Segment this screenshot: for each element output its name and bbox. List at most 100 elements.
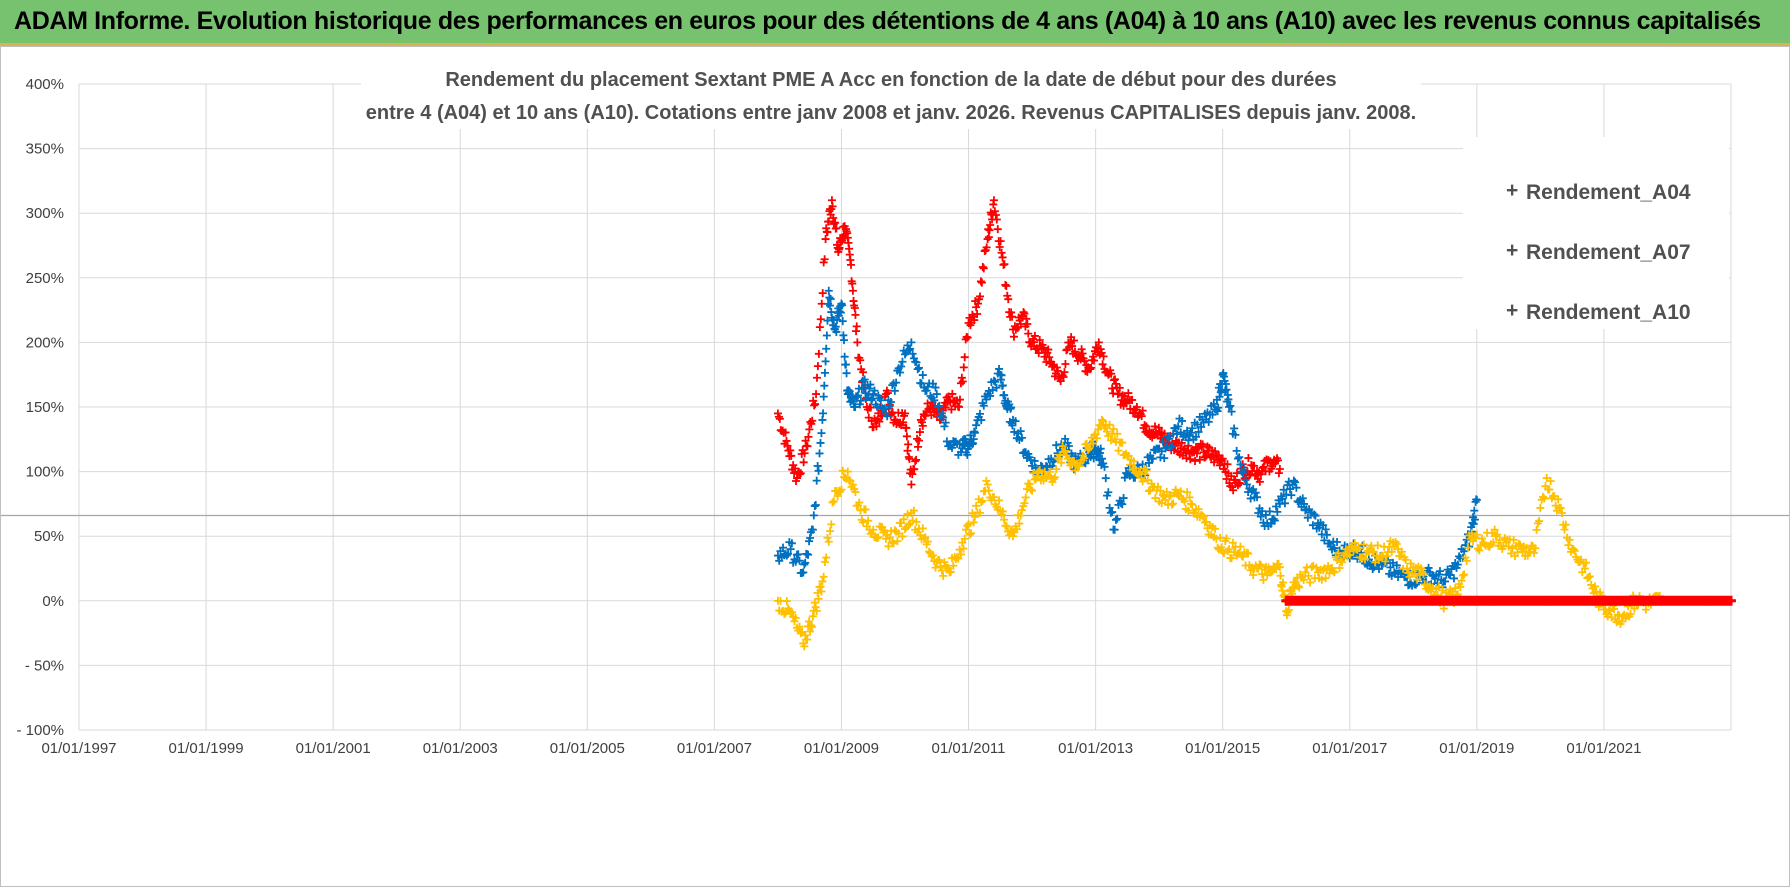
series-point-rendement-a04 <box>1410 569 1419 578</box>
chart-series-points <box>773 196 1736 651</box>
series-point-rendement-a10 <box>1098 360 1107 369</box>
series-point-rendement-a04 <box>1118 438 1127 447</box>
series-point-rendement-a07 <box>807 525 816 534</box>
series-point-rendement-a04 <box>1131 464 1140 473</box>
series-point-rendement-a07 <box>940 422 949 431</box>
series-point-rendement-a07 <box>821 357 830 366</box>
series-point-rendement-a10 <box>835 243 844 252</box>
series-point-rendement-a07 <box>1470 506 1479 515</box>
series-point-rendement-a07 <box>1258 507 1267 516</box>
series-point-rendement-a10 <box>812 373 821 382</box>
series-point-rendement-a07 <box>1100 462 1109 471</box>
series-point-rendement-a04 <box>903 510 912 519</box>
series-point-rendement-a10 <box>818 289 827 298</box>
series-point-rendement-a04 <box>848 480 857 489</box>
series-point-rendement-a07 <box>1000 391 1009 400</box>
series-point-rendement-a10 <box>1211 447 1220 456</box>
series-point-rendement-a04 <box>828 498 837 507</box>
series-point-rendement-a10 <box>1099 352 1108 361</box>
series-point-rendement-a04 <box>923 537 932 546</box>
series-point-rendement-a10 <box>1255 477 1264 486</box>
series-point-rendement-a07 <box>853 393 862 402</box>
series-point-rendement-a10 <box>1226 482 1235 491</box>
x-tick-label: 01/01/2001 <box>296 740 371 757</box>
series-point-rendement-a04 <box>1353 545 1362 554</box>
series-point-rendement-a07 <box>1160 454 1169 463</box>
series-point-rendement-a10 <box>978 263 987 271</box>
series-point-rendement-a04 <box>1114 446 1123 455</box>
series-point-rendement-a04 <box>1113 429 1122 438</box>
series-point-rendement-a07 <box>836 308 845 317</box>
x-tick-label: 01/01/2021 <box>1566 740 1641 757</box>
series-point-rendement-a04 <box>803 635 812 644</box>
series-point-rendement-a04 <box>1475 546 1484 555</box>
series-point-rendement-a04 <box>1103 427 1112 436</box>
series-point-rendement-a07 <box>1104 488 1113 497</box>
series-point-rendement-a04 <box>1092 434 1101 443</box>
series-point-rendement-a10 <box>1215 461 1224 470</box>
series-point-rendement-a04 <box>810 598 819 607</box>
series-point-rendement-a04 <box>1169 499 1178 508</box>
x-tick-label: 01/01/2009 <box>804 740 879 757</box>
series-point-rendement-a07 <box>1241 475 1250 484</box>
legend-entry-a10: Rendement_A10 <box>1526 301 1691 324</box>
x-tick-label: 01/01/2011 <box>932 740 1006 757</box>
series-point-rendement-a10 <box>1059 373 1068 382</box>
series-point-rendement-a04 <box>1457 576 1466 585</box>
series-point-rendement-a04 <box>978 496 987 505</box>
series-point-rendement-a10 <box>900 411 909 420</box>
series-point-rendement-a10 <box>1198 440 1207 449</box>
series-point-rendement-a07 <box>1246 494 1255 503</box>
series-point-rendement-a04 <box>1185 493 1194 502</box>
series-point-rendement-a04 <box>993 505 1002 514</box>
series-point-rendement-a10 <box>813 362 822 371</box>
series-point-rendement-a04 <box>1035 466 1044 475</box>
series-point-rendement-a04 <box>1582 558 1591 567</box>
series-point-rendement-a07 <box>1269 514 1278 523</box>
series-point-rendement-a10 <box>960 353 969 362</box>
series-point-rendement-a10 <box>910 465 919 474</box>
series-point-rendement-a07 <box>1008 421 1017 430</box>
series-point-rendement-a10 <box>1229 486 1238 495</box>
series-point-rendement-a07 <box>825 293 834 302</box>
series-point-rendement-a07 <box>1007 403 1016 412</box>
series-point-rendement-a04 <box>1176 487 1185 496</box>
series-point-rendement-a07 <box>1101 474 1110 483</box>
series-point-rendement-a04 <box>1050 473 1059 482</box>
series-point-rendement-a04 <box>1259 575 1268 584</box>
series-point-rendement-a07 <box>935 401 944 410</box>
series-point-rendement-a07 <box>1469 520 1478 529</box>
series-point-rendement-a04 <box>898 532 907 541</box>
series-point-rendement-a10 <box>1039 343 1048 352</box>
series-point-rendement-a10 <box>787 451 796 460</box>
series-point-rendement-a04 <box>960 534 969 543</box>
series-point-rendement-a04 <box>1536 503 1545 512</box>
series-point-rendement-a07 <box>1333 538 1342 547</box>
series-point-rendement-a04 <box>1306 578 1315 587</box>
series-point-rendement-a04 <box>1194 505 1203 514</box>
series-point-rendement-a04 <box>1540 494 1549 503</box>
series-point-rendement-a07 <box>779 543 788 552</box>
series-point-rendement-a07 <box>1449 574 1458 583</box>
series-point-rendement-a04 <box>937 566 946 575</box>
series-point-rendement-a07 <box>800 560 809 569</box>
series-point-rendement-a04 <box>1016 511 1025 520</box>
series-point-rendement-a04 <box>1124 451 1133 460</box>
series-point-rendement-a10 <box>1060 368 1069 377</box>
series-point-rendement-a04 <box>838 466 847 475</box>
series-point-rendement-a04 <box>1490 525 1499 534</box>
series-point-rendement-a04 <box>1399 564 1408 573</box>
series-point-rendement-a07 <box>1214 403 1223 412</box>
series-point-rendement-a10 <box>1222 475 1231 484</box>
series-point-rendement-a07 <box>1117 499 1126 508</box>
series-point-rendement-a10 <box>1154 423 1163 432</box>
series-point-rendement-a10 <box>990 207 999 216</box>
series-point-rendement-a04 <box>1522 543 1531 552</box>
series-point-rendement-a07 <box>1310 510 1319 519</box>
series-point-rendement-a07 <box>809 511 818 520</box>
series-point-rendement-a04 <box>1361 555 1370 564</box>
chart-frame: 01/01/1997 01/01/1999 01/01/2001 01/01/2003… <box>0 46 1790 887</box>
series-point-rendement-a10 <box>812 390 821 399</box>
series-point-rendement-a07 <box>784 549 793 558</box>
series-point-rendement-a04 <box>1061 446 1070 455</box>
